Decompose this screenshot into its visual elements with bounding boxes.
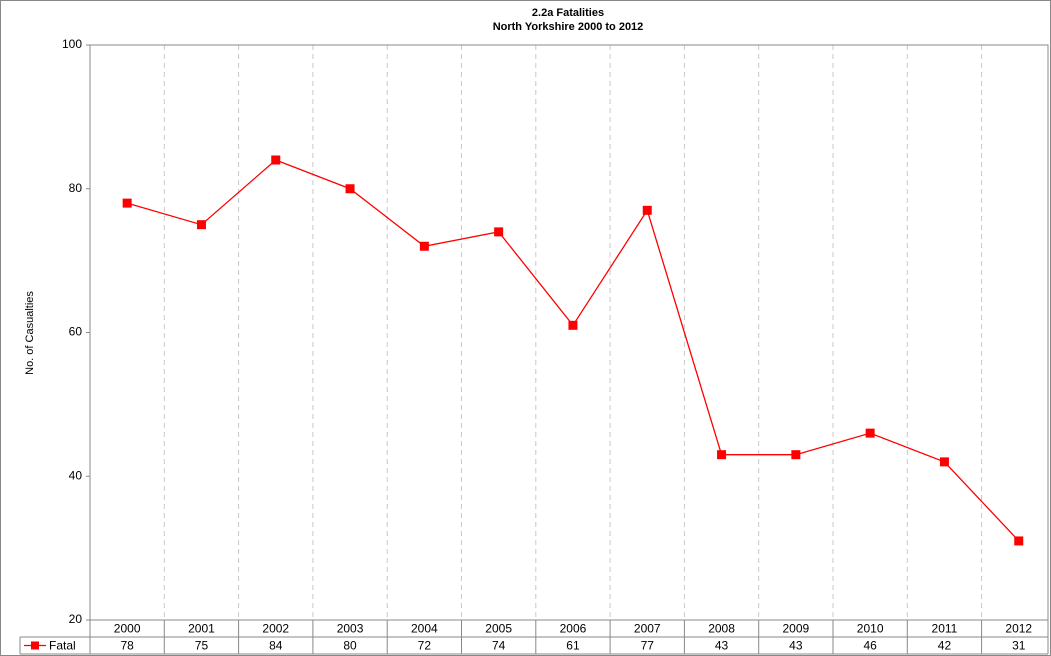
x-tick-label: 2012 <box>1005 622 1032 636</box>
marker <box>345 184 355 194</box>
x-tick-label: 2010 <box>857 622 884 636</box>
table-value: 77 <box>641 639 655 653</box>
marker <box>717 450 727 460</box>
x-tick-label: 2004 <box>411 622 438 636</box>
y-tick-label: 60 <box>69 325 83 339</box>
table-value: 74 <box>492 639 506 653</box>
table-value: 42 <box>938 639 952 653</box>
x-tick-label: 2005 <box>485 622 512 636</box>
marker <box>419 241 429 251</box>
legend-marker <box>31 641 39 650</box>
table-value: 78 <box>120 639 134 653</box>
table-value: 46 <box>863 639 877 653</box>
table-value: 84 <box>269 639 283 653</box>
table-value: 43 <box>715 639 729 653</box>
marker <box>271 155 281 165</box>
table-value: 61 <box>566 639 580 653</box>
chart-title: 2.2a Fatalities <box>532 7 604 19</box>
marker <box>122 198 132 208</box>
table-value: 72 <box>418 639 432 653</box>
table-value: 31 <box>1012 639 1026 653</box>
marker <box>791 450 801 460</box>
table-value: 43 <box>789 639 803 653</box>
marker <box>1014 536 1024 546</box>
x-tick-label: 2009 <box>782 622 809 636</box>
marker <box>865 428 875 438</box>
x-tick-label: 2003 <box>337 622 364 636</box>
marker <box>494 227 504 237</box>
x-tick-label: 2002 <box>262 622 289 636</box>
y-tick-label: 40 <box>69 468 83 482</box>
y-axis-label: No. of Casualties <box>24 291 36 375</box>
x-tick-label: 2007 <box>634 622 661 636</box>
marker <box>642 205 652 215</box>
x-tick-label: 2000 <box>114 622 141 636</box>
y-tick-label: 80 <box>69 181 83 195</box>
x-tick-label: 2006 <box>560 622 587 636</box>
table-value: 75 <box>195 639 209 653</box>
marker <box>939 457 949 467</box>
x-tick-label: 2008 <box>708 622 735 636</box>
y-tick-label: 100 <box>62 37 82 51</box>
chart-subtitle: North Yorkshire 2000 to 2012 <box>493 21 644 33</box>
marker <box>196 220 206 230</box>
table-value: 80 <box>343 639 357 653</box>
x-tick-label: 2011 <box>932 622 958 636</box>
x-tick-label: 2001 <box>188 622 215 636</box>
marker <box>568 320 578 330</box>
legend-label: Fatal <box>49 639 76 653</box>
y-tick-label: 20 <box>69 612 83 626</box>
